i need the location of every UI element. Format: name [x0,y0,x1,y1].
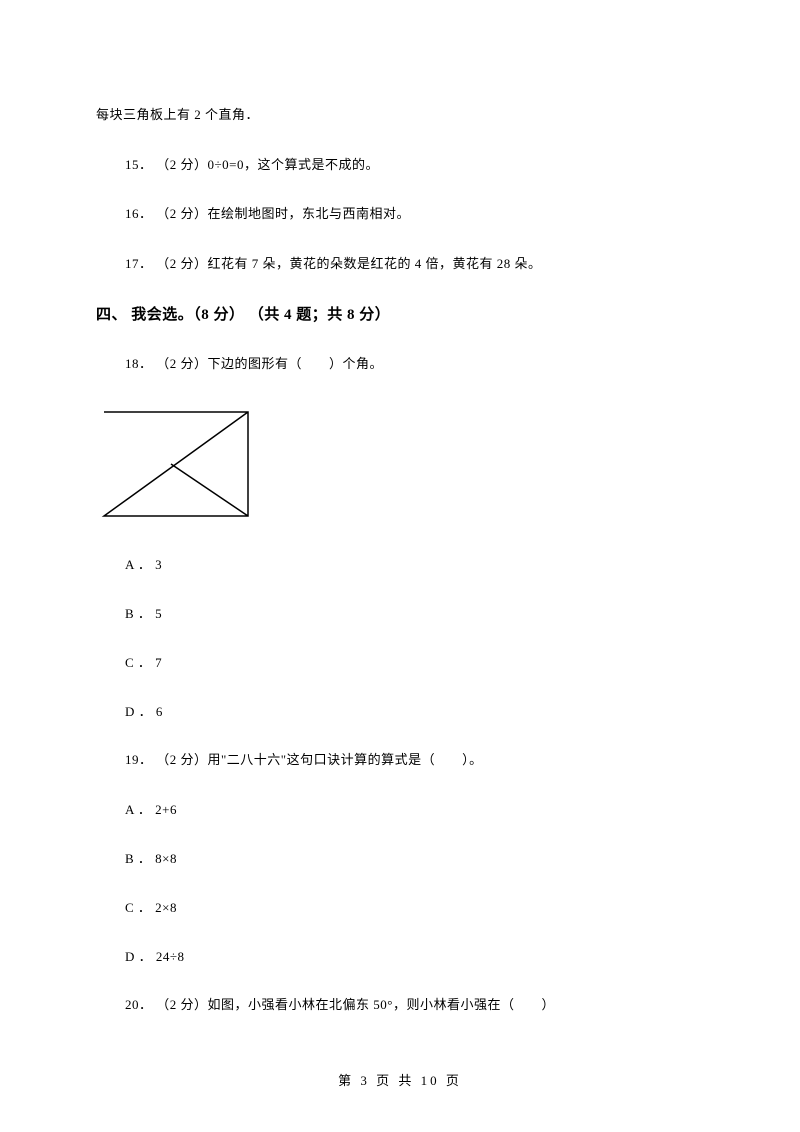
question-18-figure [96,404,704,524]
page-footer: 第 3 页 共 10 页 [0,1070,800,1089]
q18-option-c: C ． 7 [96,652,704,671]
q18-option-a: A ． 3 [96,554,704,573]
question-18: 18． （2 分）下边的图形有（ ）个角。 [96,354,704,374]
statement-triangle-board: 每块三角板上有 2 个直角． [96,105,704,125]
section-4-heading: 四、 我会选。（8 分） （共 4 题；共 8 分） [96,303,704,324]
q19-option-d: D ． 24÷8 [96,946,704,965]
question-20: 20． （2 分）如图，小强看小林在北偏东 50°，则小林看小强在（ ） [96,995,704,1015]
question-15: 15． （2 分）0÷0=0，这个算式是不成的。 [96,155,704,175]
q19-option-c: C ． 2×8 [96,897,704,916]
question-16: 16． （2 分）在绘制地图时，东北与西南相对。 [96,204,704,224]
q19-option-b: B ． 8×8 [96,848,704,867]
q19-option-a: A ． 2+6 [96,799,704,818]
question-17: 17． （2 分）红花有 7 朵，黄花的朵数是红花的 4 倍，黄花有 28 朵。 [96,254,704,274]
question-19: 19． （2 分）用"二八十六"这句口诀计算的算式是（ ）。 [96,750,704,770]
angle-shape-icon [96,404,256,524]
q18-option-b: B ． 5 [96,603,704,622]
q18-option-d: D ． 6 [96,701,704,720]
